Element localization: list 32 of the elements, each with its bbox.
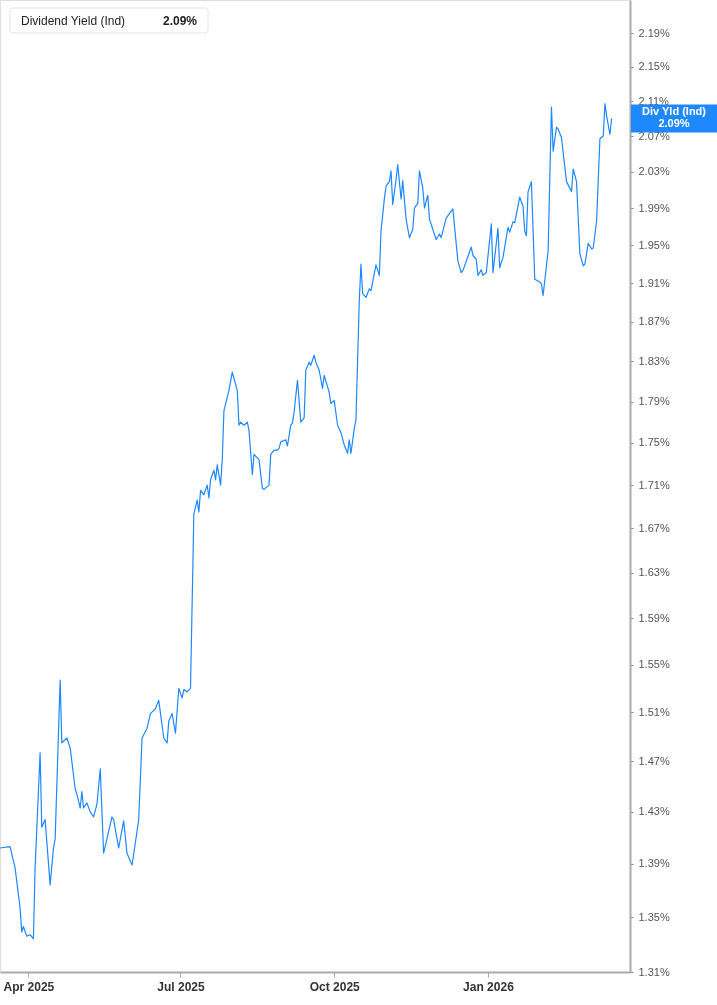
y-tick-label: 1.67%: [638, 521, 670, 534]
y-tick-label: 2.03%: [638, 165, 670, 178]
text: 2.09%: [163, 14, 198, 28]
y-tick-label: 1.35%: [638, 910, 670, 923]
y-tick-label: 1.79%: [638, 395, 670, 408]
y-tick-label: 1.63%: [638, 566, 670, 579]
y-tick-label: 1.87%: [638, 315, 670, 328]
y-tick-label: 1.75%: [638, 436, 670, 449]
y-tick-label: 2.07%: [638, 129, 670, 142]
x-tick-label: Apr 2025: [3, 979, 55, 994]
y-tick-label: 2.15%: [638, 60, 670, 73]
y-tick-label: 1.99%: [638, 201, 670, 214]
x-tick-label: Jan 2026: [463, 979, 515, 994]
y-tick-label: 1.47%: [638, 754, 670, 767]
y-tick-label: 1.31%: [638, 965, 670, 978]
y-tick-label: 1.59%: [638, 611, 670, 624]
y-tick-label: 2.11%: [638, 94, 670, 107]
y-tick-label: 1.39%: [638, 857, 670, 870]
text: 2.09%: [658, 117, 690, 130]
y-tick-label: 1.83%: [638, 354, 670, 367]
x-tick-label: Jul 2025: [157, 979, 205, 994]
text: Div Yld (Ind): [642, 105, 707, 118]
x-tick-label: Oct 2025: [309, 979, 361, 994]
y-tick-label: 2.19%: [638, 26, 670, 39]
text: Dividend Yield (Ind): [21, 14, 126, 28]
y-tick-label: 1.71%: [638, 478, 670, 491]
y-tick-label: 1.55%: [638, 658, 670, 671]
line-series: [0, 103, 613, 940]
y-tick-label: 1.91%: [638, 276, 670, 289]
y-tick-label: 1.43%: [638, 805, 670, 818]
y-tick-label: 1.51%: [638, 705, 670, 718]
y-tick-label: 1.95%: [638, 238, 670, 251]
